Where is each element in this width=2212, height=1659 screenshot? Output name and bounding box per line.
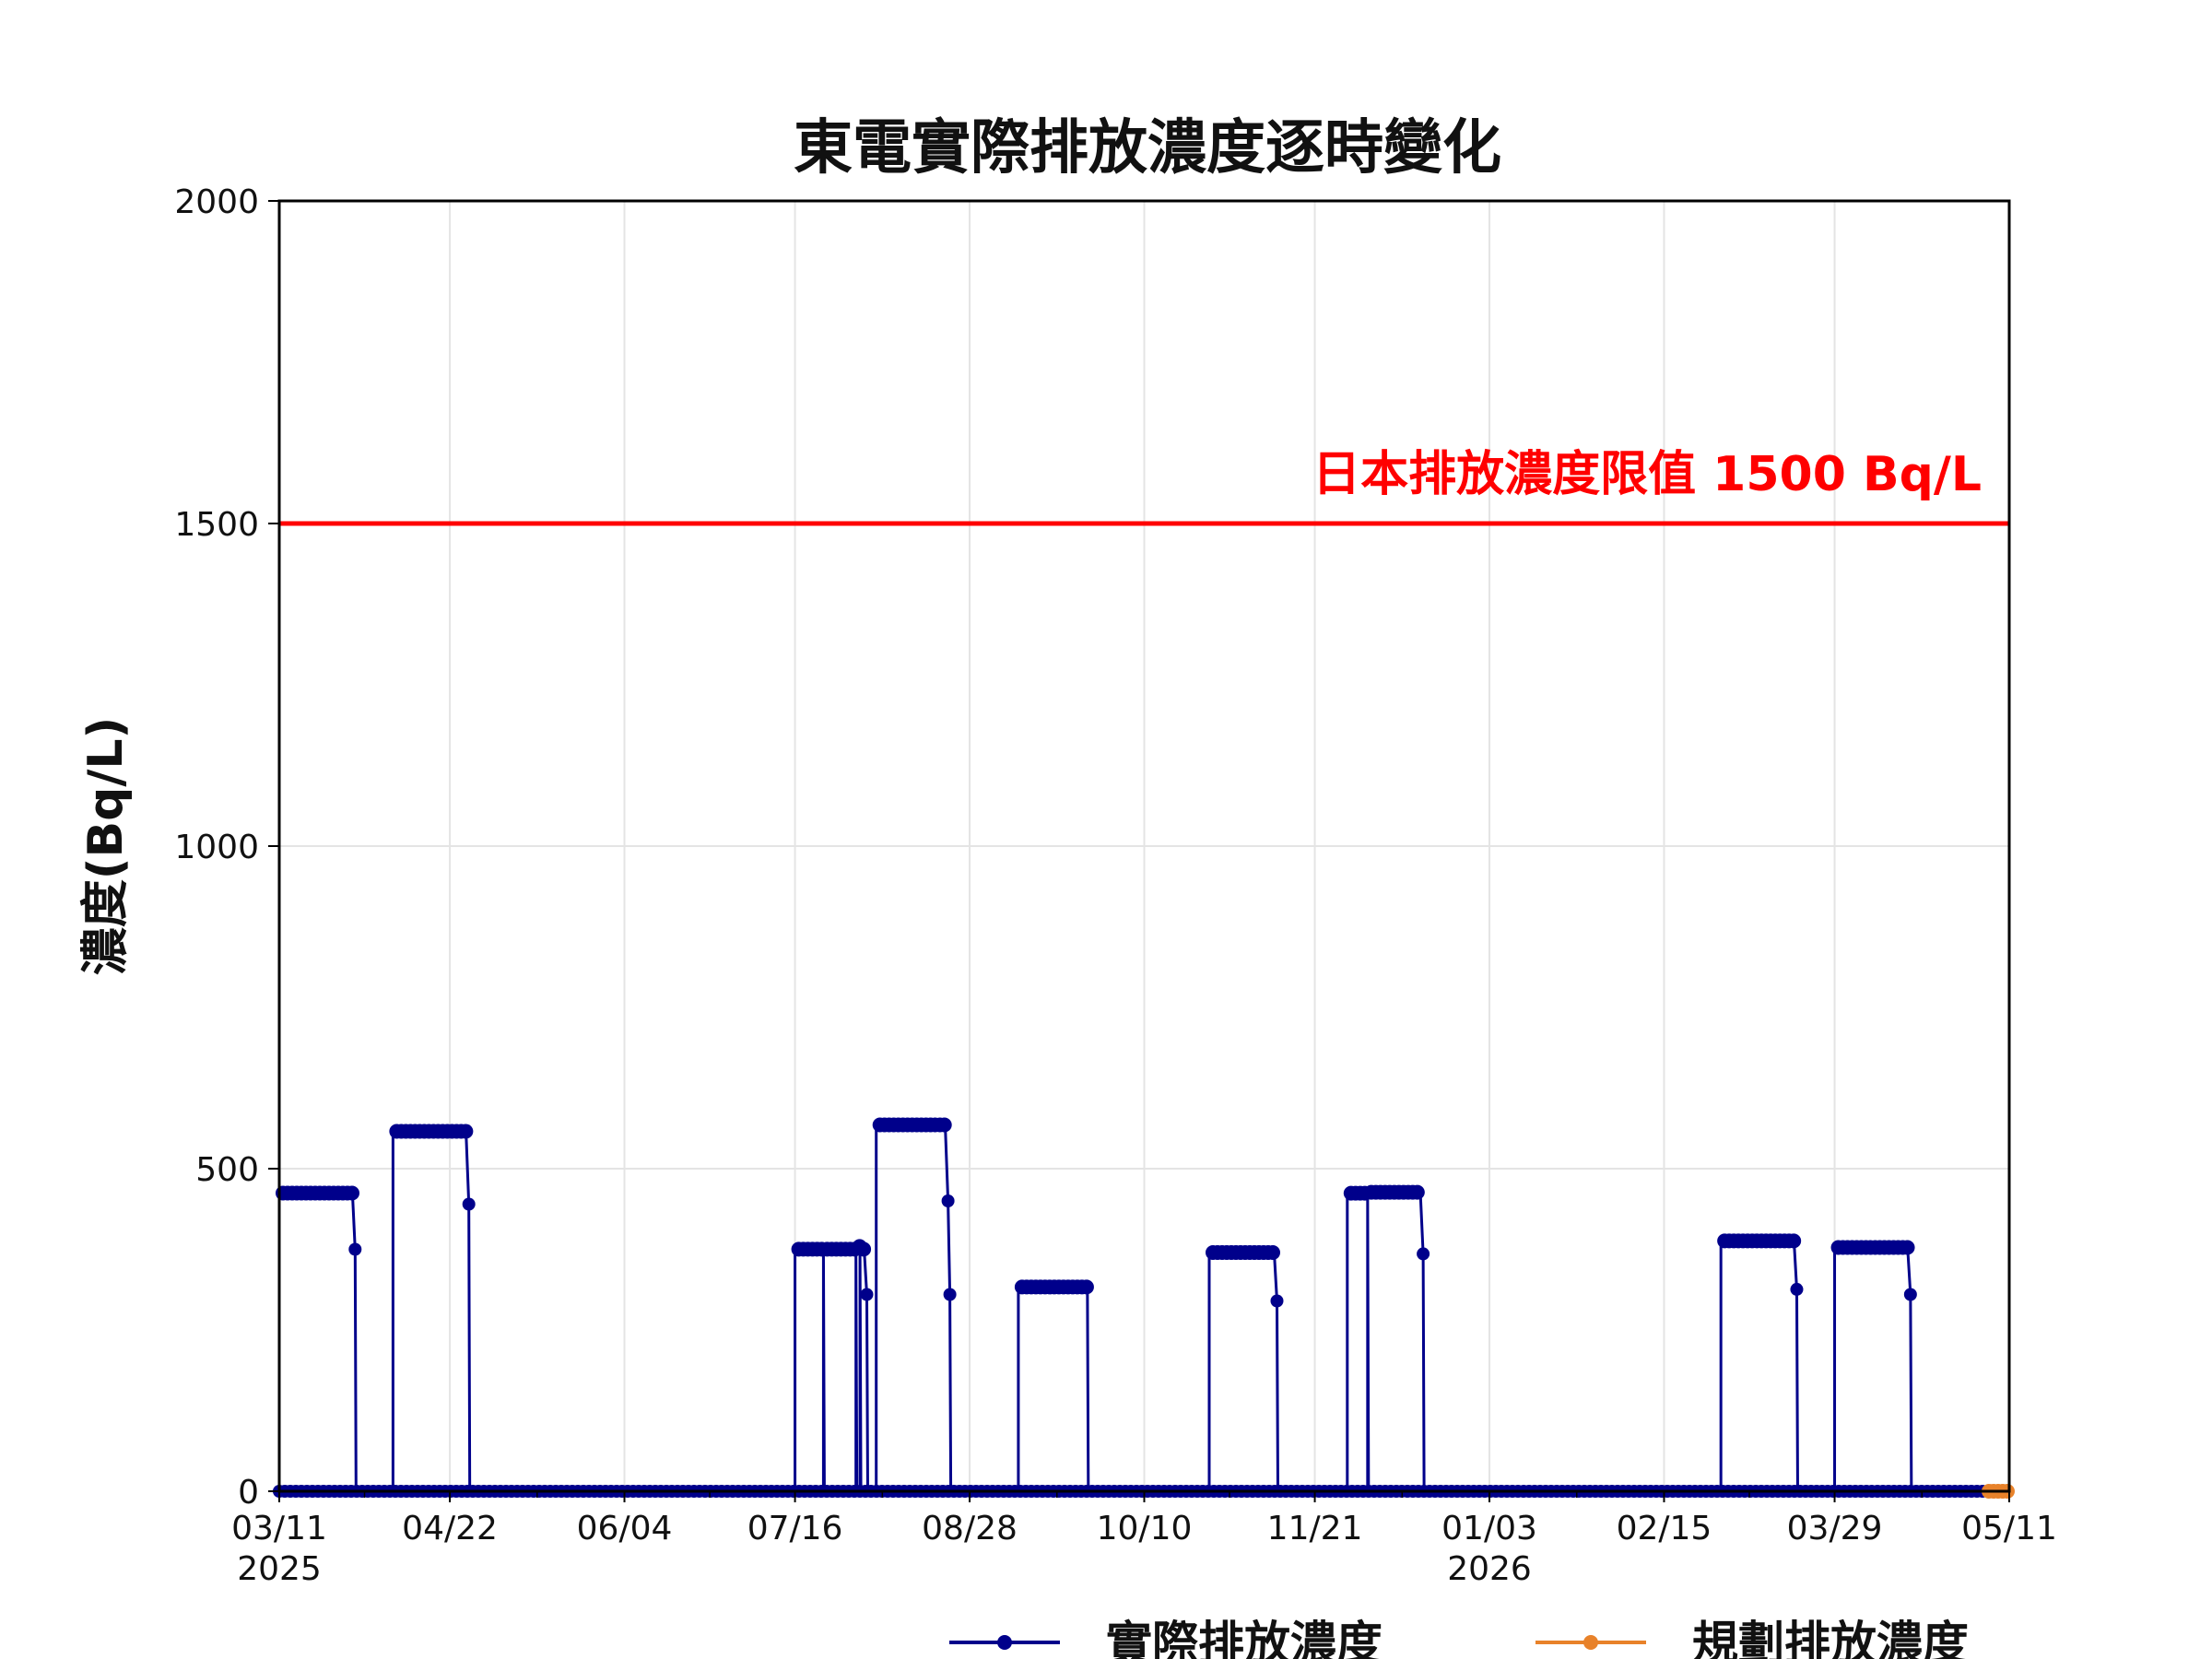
x-tick-label: 11/21 bbox=[1267, 1510, 1363, 1547]
data-point bbox=[1078, 1279, 1094, 1295]
data-point bbox=[941, 1194, 955, 1207]
x-tick-label: 10/10 bbox=[1097, 1510, 1193, 1547]
x-tick-label: 01/03 bbox=[1441, 1510, 1537, 1547]
series-actual-line bbox=[277, 1125, 1989, 1493]
y-tick-label: 0 bbox=[238, 1474, 259, 1512]
data-point bbox=[1270, 1294, 1284, 1308]
data-point bbox=[345, 1185, 359, 1201]
x-tick-label: 04/22 bbox=[402, 1510, 498, 1547]
x-tick-label: 03/29 bbox=[1787, 1510, 1883, 1547]
y-tick-label: 2000 bbox=[174, 183, 259, 221]
data-point bbox=[1417, 1247, 1430, 1261]
data-point bbox=[1786, 1233, 1802, 1249]
legend-label-actual: 實際排放濃度 bbox=[1106, 1617, 1382, 1659]
x-tick-label: 02/15 bbox=[1617, 1510, 1712, 1547]
data-point bbox=[1790, 1282, 1804, 1296]
y-tick-label: 1000 bbox=[174, 829, 259, 866]
data-point bbox=[856, 1241, 872, 1257]
y-tick-label: 500 bbox=[195, 1151, 259, 1189]
chart-title: 東電實際排放濃度逐時變化 bbox=[794, 114, 1501, 182]
legend-label-planned: 規劃排放濃度 bbox=[1692, 1617, 1969, 1659]
x-tick-label: 06/04 bbox=[577, 1510, 673, 1547]
y-axis-label: 濃度(Bq/L) bbox=[78, 717, 134, 976]
reference-line-label: 日本排放濃度限值 1500 Bq/L bbox=[1312, 447, 1982, 502]
grid bbox=[278, 200, 2010, 1492]
x-tick-label: 07/16 bbox=[747, 1510, 843, 1547]
data-point bbox=[458, 1124, 474, 1139]
x-tick-year-label: 2025 bbox=[237, 1550, 322, 1588]
data-point bbox=[1265, 1245, 1280, 1260]
data-point bbox=[348, 1242, 362, 1256]
series-actual-markers bbox=[273, 1117, 1994, 1498]
y-tick-label: 1500 bbox=[174, 506, 259, 544]
x-tick-label: 08/28 bbox=[922, 1510, 1018, 1547]
x-tick-label: 03/11 bbox=[231, 1510, 327, 1547]
legend-marker-actual bbox=[997, 1635, 1012, 1650]
data-point bbox=[1900, 1240, 1915, 1255]
data-point bbox=[462, 1197, 476, 1211]
data-point bbox=[1903, 1288, 1917, 1301]
legend: 實際排放濃度 規劃排放濃度 bbox=[949, 1617, 1969, 1659]
data-point bbox=[860, 1288, 874, 1301]
x-tick-label: 05/11 bbox=[1961, 1510, 2057, 1547]
data-point bbox=[1409, 1184, 1425, 1200]
data-point bbox=[936, 1117, 952, 1133]
legend-marker-planned bbox=[1583, 1635, 1598, 1650]
data-point bbox=[943, 1288, 957, 1301]
reference-line-group: 日本排放濃度限值 1500 Bq/L bbox=[279, 447, 2009, 526]
x-tick-year-label: 2026 bbox=[1447, 1550, 1532, 1588]
